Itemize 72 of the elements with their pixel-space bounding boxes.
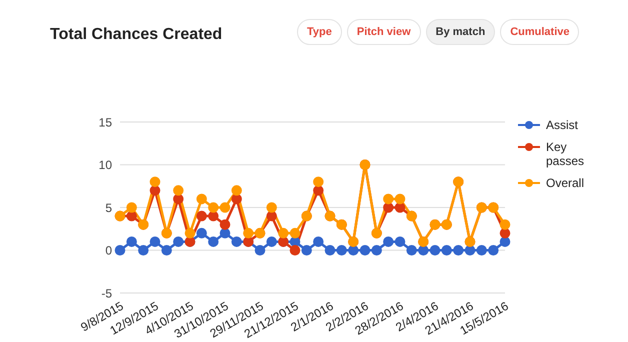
point xyxy=(418,245,429,256)
y-tick-label: -5 xyxy=(101,286,112,300)
point xyxy=(231,194,242,204)
point xyxy=(336,245,347,256)
legend-label: Key passes xyxy=(546,140,586,168)
point xyxy=(383,236,394,247)
point xyxy=(500,228,510,238)
point xyxy=(348,245,359,256)
point xyxy=(394,202,406,213)
point xyxy=(220,228,230,238)
point xyxy=(220,202,230,213)
point xyxy=(324,245,336,256)
point xyxy=(394,194,406,204)
point xyxy=(383,202,394,213)
point xyxy=(500,236,510,247)
point xyxy=(488,245,499,256)
point xyxy=(126,202,137,213)
point xyxy=(441,245,452,256)
point xyxy=(313,185,324,196)
y-tick-label: 10 xyxy=(98,158,112,172)
point xyxy=(114,245,126,256)
point xyxy=(500,219,510,230)
point xyxy=(394,236,406,247)
point xyxy=(313,176,324,188)
text: Pitch view xyxy=(346,19,421,45)
chart-title: Total Chances Created xyxy=(50,26,222,44)
point xyxy=(196,228,207,238)
y-tick-label: 0 xyxy=(105,244,112,258)
point xyxy=(150,176,160,188)
point xyxy=(254,245,266,256)
point xyxy=(301,245,312,256)
point xyxy=(464,245,476,256)
point xyxy=(138,245,149,256)
legend-label: Assist xyxy=(546,118,578,132)
point xyxy=(290,228,300,238)
point xyxy=(196,210,207,222)
point xyxy=(476,245,487,256)
legend-label: Overall xyxy=(546,176,584,190)
point xyxy=(196,194,207,204)
point xyxy=(453,245,464,256)
text: By match xyxy=(426,19,496,45)
point xyxy=(208,210,219,222)
text: Type xyxy=(297,19,342,45)
point xyxy=(266,210,277,222)
point xyxy=(313,236,324,247)
point xyxy=(371,245,382,256)
point xyxy=(266,202,277,213)
point xyxy=(231,185,242,196)
point xyxy=(220,219,230,230)
y-tick-label: 5 xyxy=(105,200,112,215)
point xyxy=(406,245,417,256)
text: Cumulative xyxy=(500,19,580,45)
point xyxy=(243,228,254,238)
point xyxy=(126,236,137,247)
point xyxy=(430,245,440,256)
point xyxy=(208,236,219,247)
point xyxy=(126,210,137,222)
point xyxy=(231,236,242,247)
point xyxy=(184,228,196,238)
y-tick-label: 15 xyxy=(98,115,112,130)
point xyxy=(150,185,160,196)
point xyxy=(161,245,172,256)
point xyxy=(290,245,300,256)
point xyxy=(150,236,160,247)
point xyxy=(278,228,289,238)
point xyxy=(208,202,219,213)
point xyxy=(383,194,394,204)
point xyxy=(360,245,370,256)
point xyxy=(266,236,277,247)
point xyxy=(173,236,184,247)
point xyxy=(173,194,184,204)
point xyxy=(173,185,184,196)
